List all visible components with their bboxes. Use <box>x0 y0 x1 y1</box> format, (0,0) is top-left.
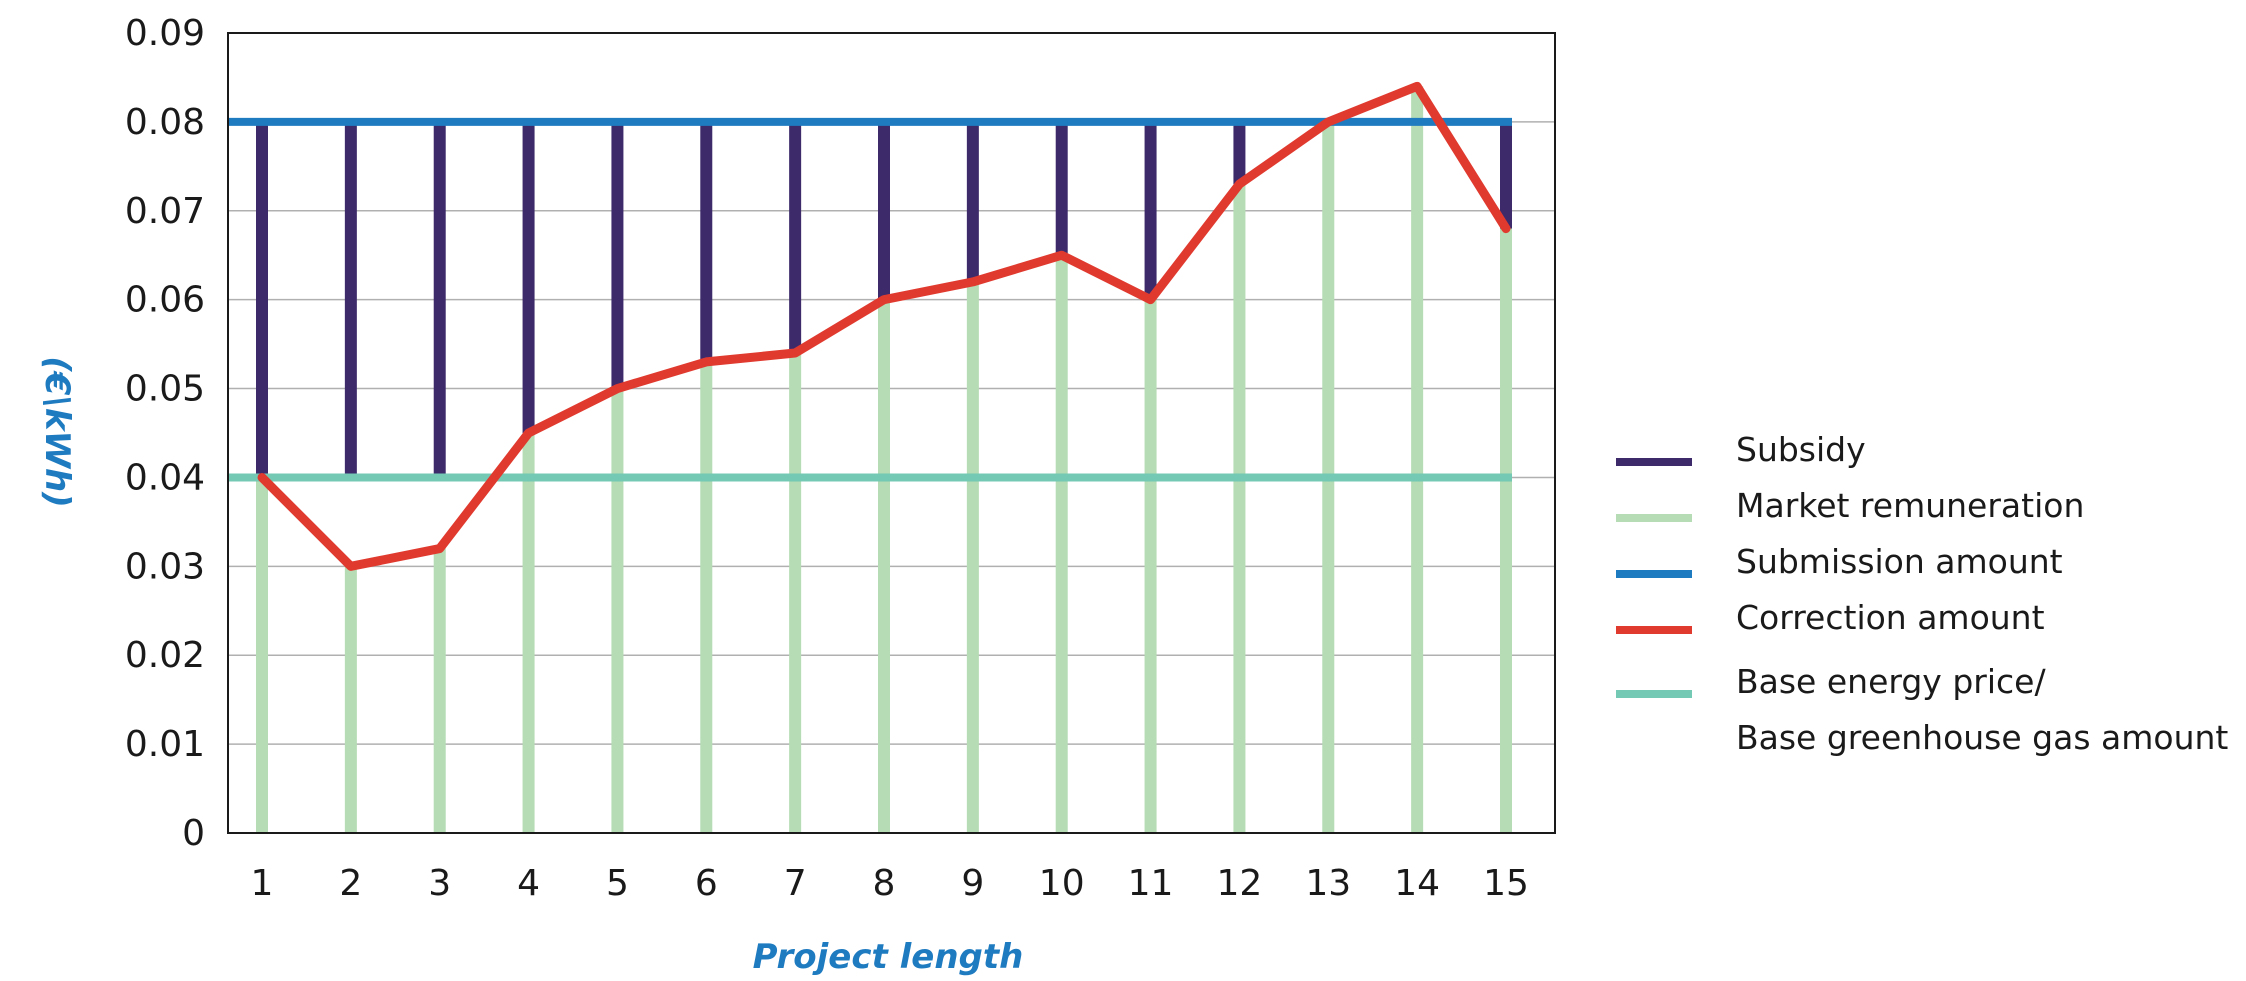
x-tick-label: 11 <box>1128 863 1174 904</box>
x-tick-label: 12 <box>1217 863 1263 904</box>
y-tick-label: 0.08 <box>125 102 205 143</box>
x-tick-label: 7 <box>784 863 807 904</box>
line-layer <box>257 81 1511 571</box>
x-tick-label: 9 <box>961 863 984 904</box>
x-tick-label: 10 <box>1039 863 1085 904</box>
grid-layer <box>228 121 1555 745</box>
x-tick-label: 4 <box>517 863 540 904</box>
plot-frame <box>227 32 1556 834</box>
legend-label: Correction amount <box>1736 598 2045 637</box>
x-tick-labels: 1 2 3 4 5 6 7 8 9 10 11 12 13 14 15 <box>251 863 1529 904</box>
y-tick-label: 0.02 <box>125 635 205 676</box>
x-tick-label: 6 <box>695 863 718 904</box>
frame-layer <box>227 32 1556 834</box>
y-tick-label: 0.06 <box>125 280 205 321</box>
hline-layer <box>228 117 1512 482</box>
legend: Subsidy Market remuneration Submission amo… <box>1616 430 2228 757</box>
x-tick-label: 14 <box>1394 863 1440 904</box>
legend-label: Market remuneration <box>1736 486 2084 525</box>
y-tick-label: 0.03 <box>125 546 205 587</box>
y-tick-labels: 0 0.01 0.02 0.03 0.04 0.05 0.06 0.07 0.08 0.09 <box>125 13 205 854</box>
x-axis-title: Project length <box>753 937 1024 977</box>
x-tick-label: 15 <box>1483 863 1529 904</box>
x-tick-label: 13 <box>1305 863 1351 904</box>
bars-layer <box>256 86 1512 833</box>
x-tick-label: 1 <box>251 863 274 904</box>
y-tick-label: 0.05 <box>125 369 205 410</box>
y-tick-label: 0.01 <box>125 724 205 765</box>
x-tick-label: 5 <box>606 863 629 904</box>
x-tick-label: 8 <box>873 863 896 904</box>
legend-label: Base energy price/ <box>1736 662 2046 701</box>
legend-label: Subsidy <box>1736 430 1866 469</box>
correction-amount-line <box>257 81 1511 571</box>
legend-label: Submission amount <box>1736 542 2063 581</box>
x-tick-label: 2 <box>339 863 362 904</box>
y-tick-label: 0.07 <box>125 191 205 232</box>
y-tick-label: 0.09 <box>125 13 205 54</box>
y-tick-label: 0.04 <box>125 457 205 498</box>
y-tick-label: 0 <box>182 813 205 854</box>
y-axis-title: (€\kWh) <box>37 356 77 507</box>
legend-label: Base greenhouse gas amount <box>1736 718 2228 757</box>
x-tick-label: 3 <box>428 863 451 904</box>
